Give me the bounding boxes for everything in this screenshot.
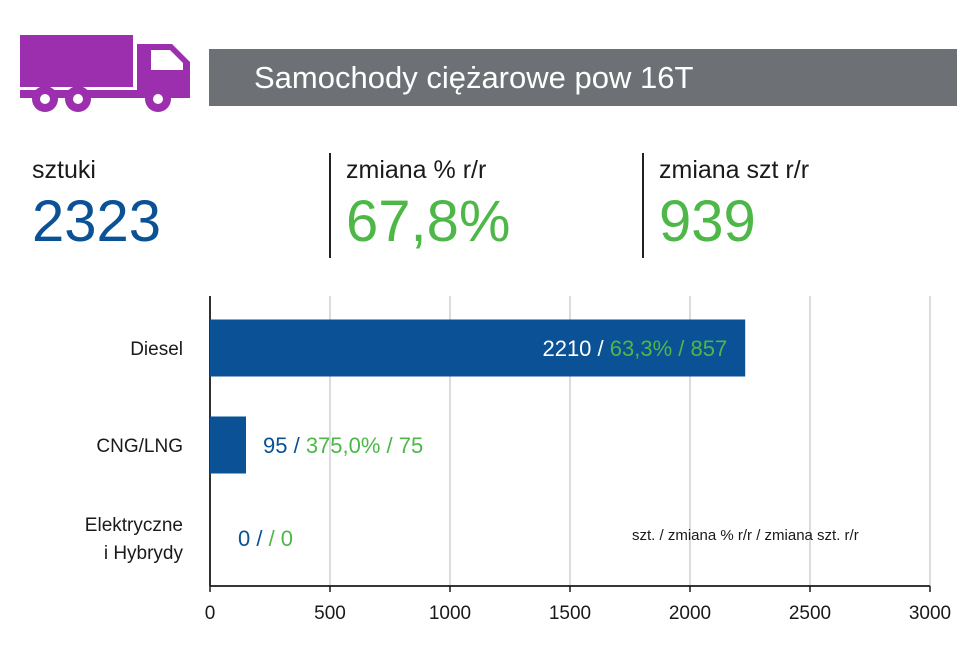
bar-chart: 0 500 1000 1500 2000 2500 3000 Diesel 2210 / 63,… — [85, 296, 951, 624]
category-label: Elektryczne i Hybrydy — [85, 515, 184, 564]
stat-change-units-label: zmiana szt r/r — [659, 156, 810, 184]
stat-change-percent-label: zmiana % r/r — [346, 156, 487, 184]
bar — [210, 416, 246, 474]
data-label: 2210 / 63,3% / 857 — [542, 336, 727, 361]
bar — [210, 319, 746, 377]
title-bar: Samochody ciężarowe pow 16T — [209, 49, 957, 106]
page-title: Samochody ciężarowe pow 16T — [254, 59, 694, 95]
stat-change-units: zmiana szt r/r 939 — [659, 150, 809, 254]
divider — [329, 153, 331, 258]
divider — [642, 153, 644, 258]
x-tick-label: 0 — [205, 603, 216, 624]
data-label: 95 / 375,0% / 75 — [263, 433, 423, 458]
category-label: CNG/LNG — [96, 436, 183, 457]
stat-change-percent-value: 67,8% — [346, 189, 511, 254]
x-tick-label: 2500 — [789, 603, 831, 624]
truck-icon — [20, 35, 190, 112]
x-tick-label: 3000 — [909, 603, 951, 624]
stat-change-units-value: 939 — [659, 189, 756, 254]
stat-units: sztuki 2323 — [32, 150, 161, 254]
x-tick-label: 1000 — [429, 603, 471, 624]
x-tick-label: 500 — [314, 603, 346, 624]
data-label: 0 / / 0 — [238, 526, 293, 551]
stat-change-percent: zmiana % r/r 67,8% — [346, 150, 510, 254]
stat-units-value: 2323 — [32, 189, 162, 254]
x-tick-label: 2000 — [669, 603, 711, 624]
x-tick-label: 1500 — [549, 603, 591, 624]
category-label: Diesel — [130, 339, 183, 360]
stat-units-label: sztuki — [32, 156, 96, 184]
legend-note: szt. / zmiana % r/r / zmiana szt. r/r — [632, 527, 859, 544]
